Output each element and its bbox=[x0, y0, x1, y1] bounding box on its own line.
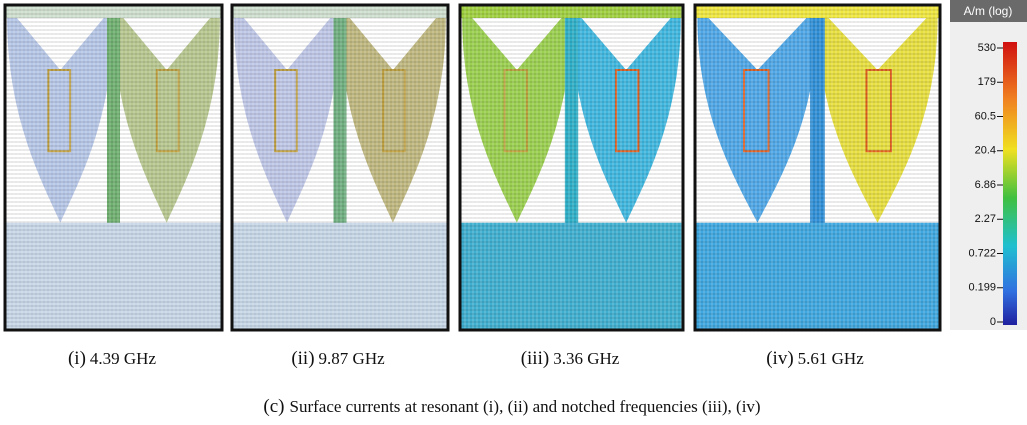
colorbar-tick-label: 530 bbox=[978, 42, 996, 54]
colorbar-tick-label: 0.722 bbox=[968, 247, 996, 259]
texture bbox=[695, 5, 940, 330]
panel-label: (iii) bbox=[521, 348, 550, 369]
colorbar-tick-label: 6.86 bbox=[975, 179, 996, 191]
figure-caption: (c) Surface currents at resonant (i), (ii… bbox=[263, 396, 760, 417]
plot-border bbox=[458, 3, 685, 332]
panel-caption: (i) 4.39 GHz bbox=[68, 348, 156, 369]
panel-frequency: 5.61 GHz bbox=[798, 349, 865, 368]
panel-caption: (iv) 5.61 GHz bbox=[766, 348, 864, 369]
plot-border bbox=[693, 3, 942, 332]
field-plot bbox=[693, 3, 942, 332]
panel-frequency: 3.36 GHz bbox=[553, 349, 620, 368]
panel-caption: (ii) 9.87 GHz bbox=[291, 348, 385, 369]
panel-frequency: 4.39 GHz bbox=[90, 349, 157, 368]
panel-frequency: 9.87 GHz bbox=[319, 349, 386, 368]
texture bbox=[460, 5, 683, 330]
colorbar-tick-label: 0 bbox=[990, 316, 996, 328]
panel-label: (iv) bbox=[766, 348, 793, 369]
panel-label: (i) bbox=[68, 348, 86, 369]
panel-caption: (iii) 3.36 GHz bbox=[521, 348, 620, 369]
field-plot bbox=[458, 3, 685, 332]
colorbar-tick-label: 20.4 bbox=[975, 145, 996, 157]
field-plot bbox=[3, 3, 224, 332]
panel-label: (ii) bbox=[291, 348, 314, 369]
colorbar-tick-label: 2.27 bbox=[975, 213, 996, 225]
figure-caption-text: Surface currents at resonant (i), (ii) a… bbox=[290, 397, 761, 416]
colorbar-title: A/m (log) bbox=[964, 4, 1013, 18]
plot-border bbox=[3, 3, 224, 332]
colorbar-tick-label: 60.5 bbox=[975, 110, 996, 122]
figure-caption-label: (c) bbox=[263, 396, 284, 417]
texture bbox=[5, 5, 222, 330]
colorbar-title-bg bbox=[950, 0, 1027, 22]
field-plot bbox=[230, 3, 450, 332]
plot-border bbox=[230, 3, 450, 332]
colorbar bbox=[1003, 42, 1017, 325]
colorbar-tick-label: 0.199 bbox=[968, 282, 996, 294]
colorbar-tick-label: 179 bbox=[978, 76, 996, 88]
texture bbox=[232, 5, 448, 330]
